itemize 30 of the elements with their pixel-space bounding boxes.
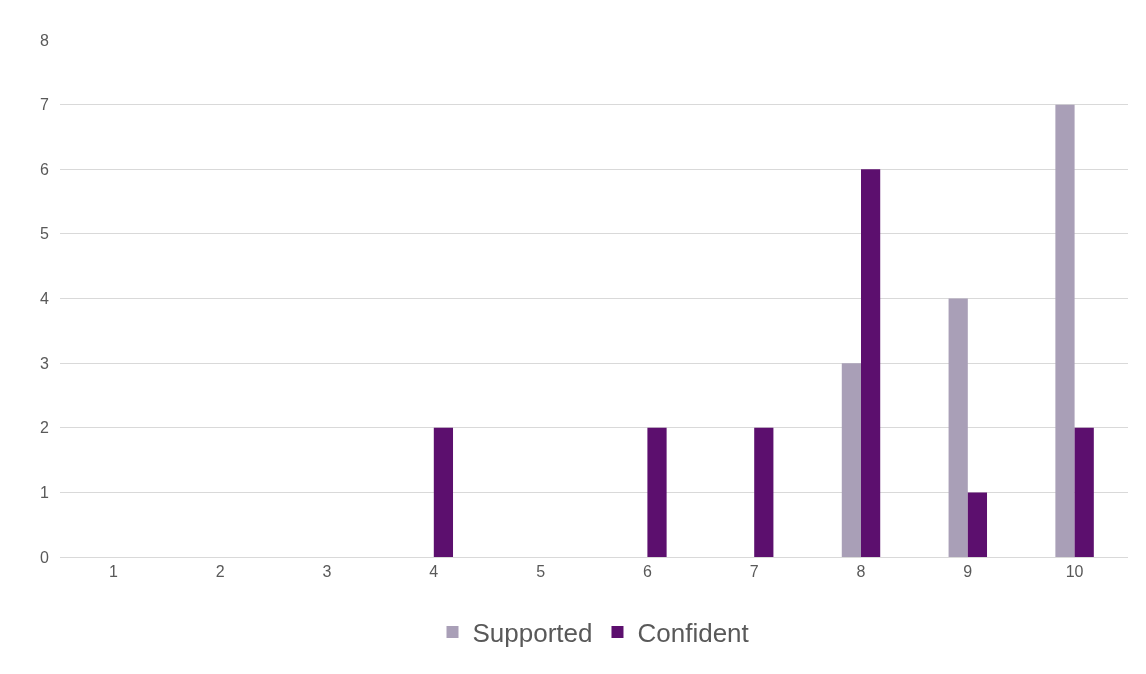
x-tick-label: 10 bbox=[1065, 563, 1084, 581]
bar bbox=[1074, 427, 1094, 557]
x-tick-label: 5 bbox=[536, 563, 546, 581]
x-tick-label: 4 bbox=[429, 563, 439, 581]
bar bbox=[433, 427, 454, 557]
x-tick-label: 6 bbox=[642, 563, 652, 581]
y-tick-label: 7 bbox=[40, 96, 50, 114]
bar bbox=[647, 427, 667, 557]
bar bbox=[841, 363, 861, 557]
x-tick-label: 1 bbox=[108, 563, 118, 581]
x-tick-label: 3 bbox=[322, 563, 332, 581]
y-tick-label: 0 bbox=[40, 548, 50, 566]
x-tick-label: 8 bbox=[856, 563, 866, 581]
y-tick-label: 6 bbox=[40, 160, 50, 178]
bar bbox=[754, 427, 774, 557]
y-tick-label: 5 bbox=[40, 225, 50, 243]
y-tick-label: 3 bbox=[40, 354, 50, 372]
x-tick-label: 2 bbox=[215, 563, 225, 581]
bar bbox=[861, 169, 881, 557]
bar bbox=[1055, 104, 1075, 557]
x-tick-label: 7 bbox=[749, 563, 759, 581]
y-tick-label: 2 bbox=[40, 419, 50, 437]
bar bbox=[948, 298, 968, 557]
y-tick-label: 4 bbox=[40, 290, 50, 308]
x-tick-label: 9 bbox=[963, 563, 973, 581]
legend-label: Supported bbox=[472, 618, 593, 649]
y-tick-label: 1 bbox=[40, 483, 50, 501]
legend-label: Confident bbox=[637, 618, 750, 649]
y-tick-label: 8 bbox=[40, 31, 50, 49]
bar bbox=[967, 492, 988, 557]
